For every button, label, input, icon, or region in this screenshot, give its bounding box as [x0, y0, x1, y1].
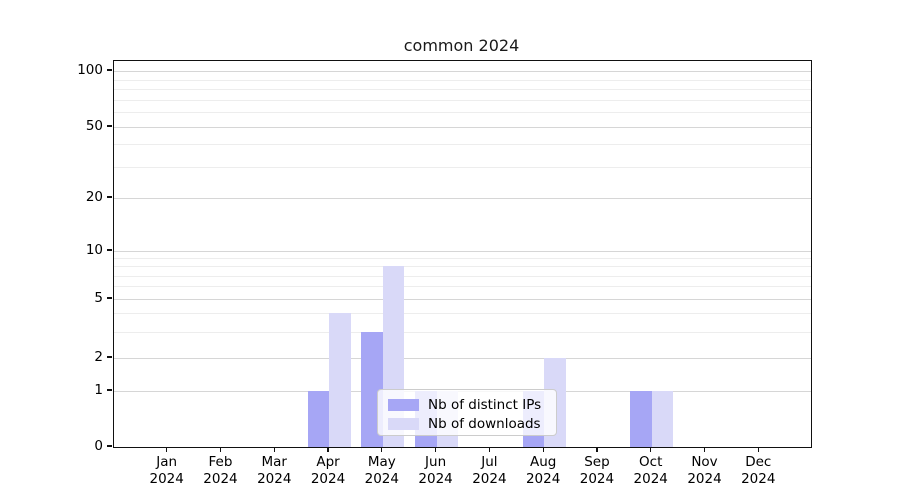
y-tick-mark: [107, 249, 112, 251]
x-tick-label: Jan 2024: [149, 454, 184, 487]
legend-item-downloads: Nb of downloads: [388, 414, 548, 433]
minor-gridline: [114, 89, 811, 91]
y-tick-mark: [107, 445, 112, 447]
major-gridline: [114, 198, 811, 199]
minor-gridline: [114, 275, 811, 277]
minor-gridline: [114, 79, 811, 81]
x-tick-label: Apr 2024: [310, 454, 346, 487]
x-tick-label: Jun 2024: [418, 454, 453, 487]
major-gridline: [114, 71, 811, 72]
y-tick-label: 50: [85, 118, 103, 134]
y-tick-mark: [107, 356, 112, 358]
y-tick-label: 10: [85, 242, 103, 258]
y-tick-label: 2: [94, 349, 103, 365]
downloads-swatch: [388, 417, 419, 430]
major-gridline: [114, 358, 811, 359]
x-tick-label: Mar 2024: [257, 454, 292, 487]
x-tick-mark: [542, 447, 544, 452]
minor-gridline: [114, 258, 811, 260]
x-tick-label: Dec 2024: [741, 454, 776, 487]
minor-gridline: [114, 99, 811, 101]
x-tick-label: Aug 2024: [525, 454, 561, 487]
minor-gridline: [114, 331, 811, 333]
y-tick-mark: [107, 297, 112, 299]
x-tick-mark: [273, 447, 275, 452]
y-tick-mark: [107, 389, 112, 391]
major-gridline: [114, 299, 811, 300]
x-tick-label: May 2024: [364, 454, 399, 487]
minor-gridline: [114, 286, 811, 288]
chart-title: common 2024: [403, 36, 520, 55]
x-tick-mark: [703, 447, 706, 452]
y-tick-mark: [107, 196, 112, 198]
y-tick-mark: [107, 125, 112, 127]
major-gridline: [114, 251, 811, 252]
x-tick-mark: [435, 447, 437, 452]
x-tick-label: Oct 2024: [633, 454, 668, 487]
minor-gridline: [114, 112, 811, 114]
bar-downloads-apr: [329, 313, 351, 447]
y-tick-label: 100: [77, 62, 103, 78]
legend-label-downloads: Nb of downloads: [428, 415, 541, 432]
x-tick-mark: [381, 447, 383, 452]
x-tick-label: Jul 2024: [472, 454, 507, 487]
minor-gridline: [114, 266, 811, 268]
y-tick-label: 5: [94, 290, 103, 306]
x-tick-mark: [757, 447, 759, 452]
bar-distinct-ips-oct: [630, 391, 652, 447]
x-tick-label: Sep 2024: [579, 454, 615, 487]
y-tick-label: 20: [85, 189, 103, 205]
major-gridline: [114, 127, 811, 128]
y-tick-label: 0: [94, 438, 103, 454]
bar-downloads-oct: [651, 391, 674, 447]
minor-gridline: [114, 313, 811, 315]
legend-item-distinct-ips: Nb of distinct IPs: [388, 395, 548, 414]
minor-gridline: [114, 144, 811, 146]
x-tick-mark: [166, 447, 168, 452]
x-tick-mark: [650, 447, 652, 452]
x-tick-mark: [488, 447, 490, 452]
x-tick-mark: [219, 447, 222, 452]
y-tick-mark: [107, 69, 112, 71]
distinct-ips-swatch: [388, 398, 419, 411]
x-tick-mark: [327, 447, 329, 452]
x-tick-label: Nov 2024: [687, 454, 722, 487]
y-tick-label: 1: [94, 382, 103, 398]
legend-label-distinct-ips: Nb of distinct IPs: [428, 396, 542, 413]
legend: Nb of distinct IPs Nb of downloads: [377, 389, 557, 436]
x-tick-mark: [596, 447, 598, 452]
x-tick-label: Feb 2024: [203, 454, 238, 487]
bar-distinct-ips-apr: [307, 391, 330, 447]
minor-gridline: [114, 166, 811, 168]
